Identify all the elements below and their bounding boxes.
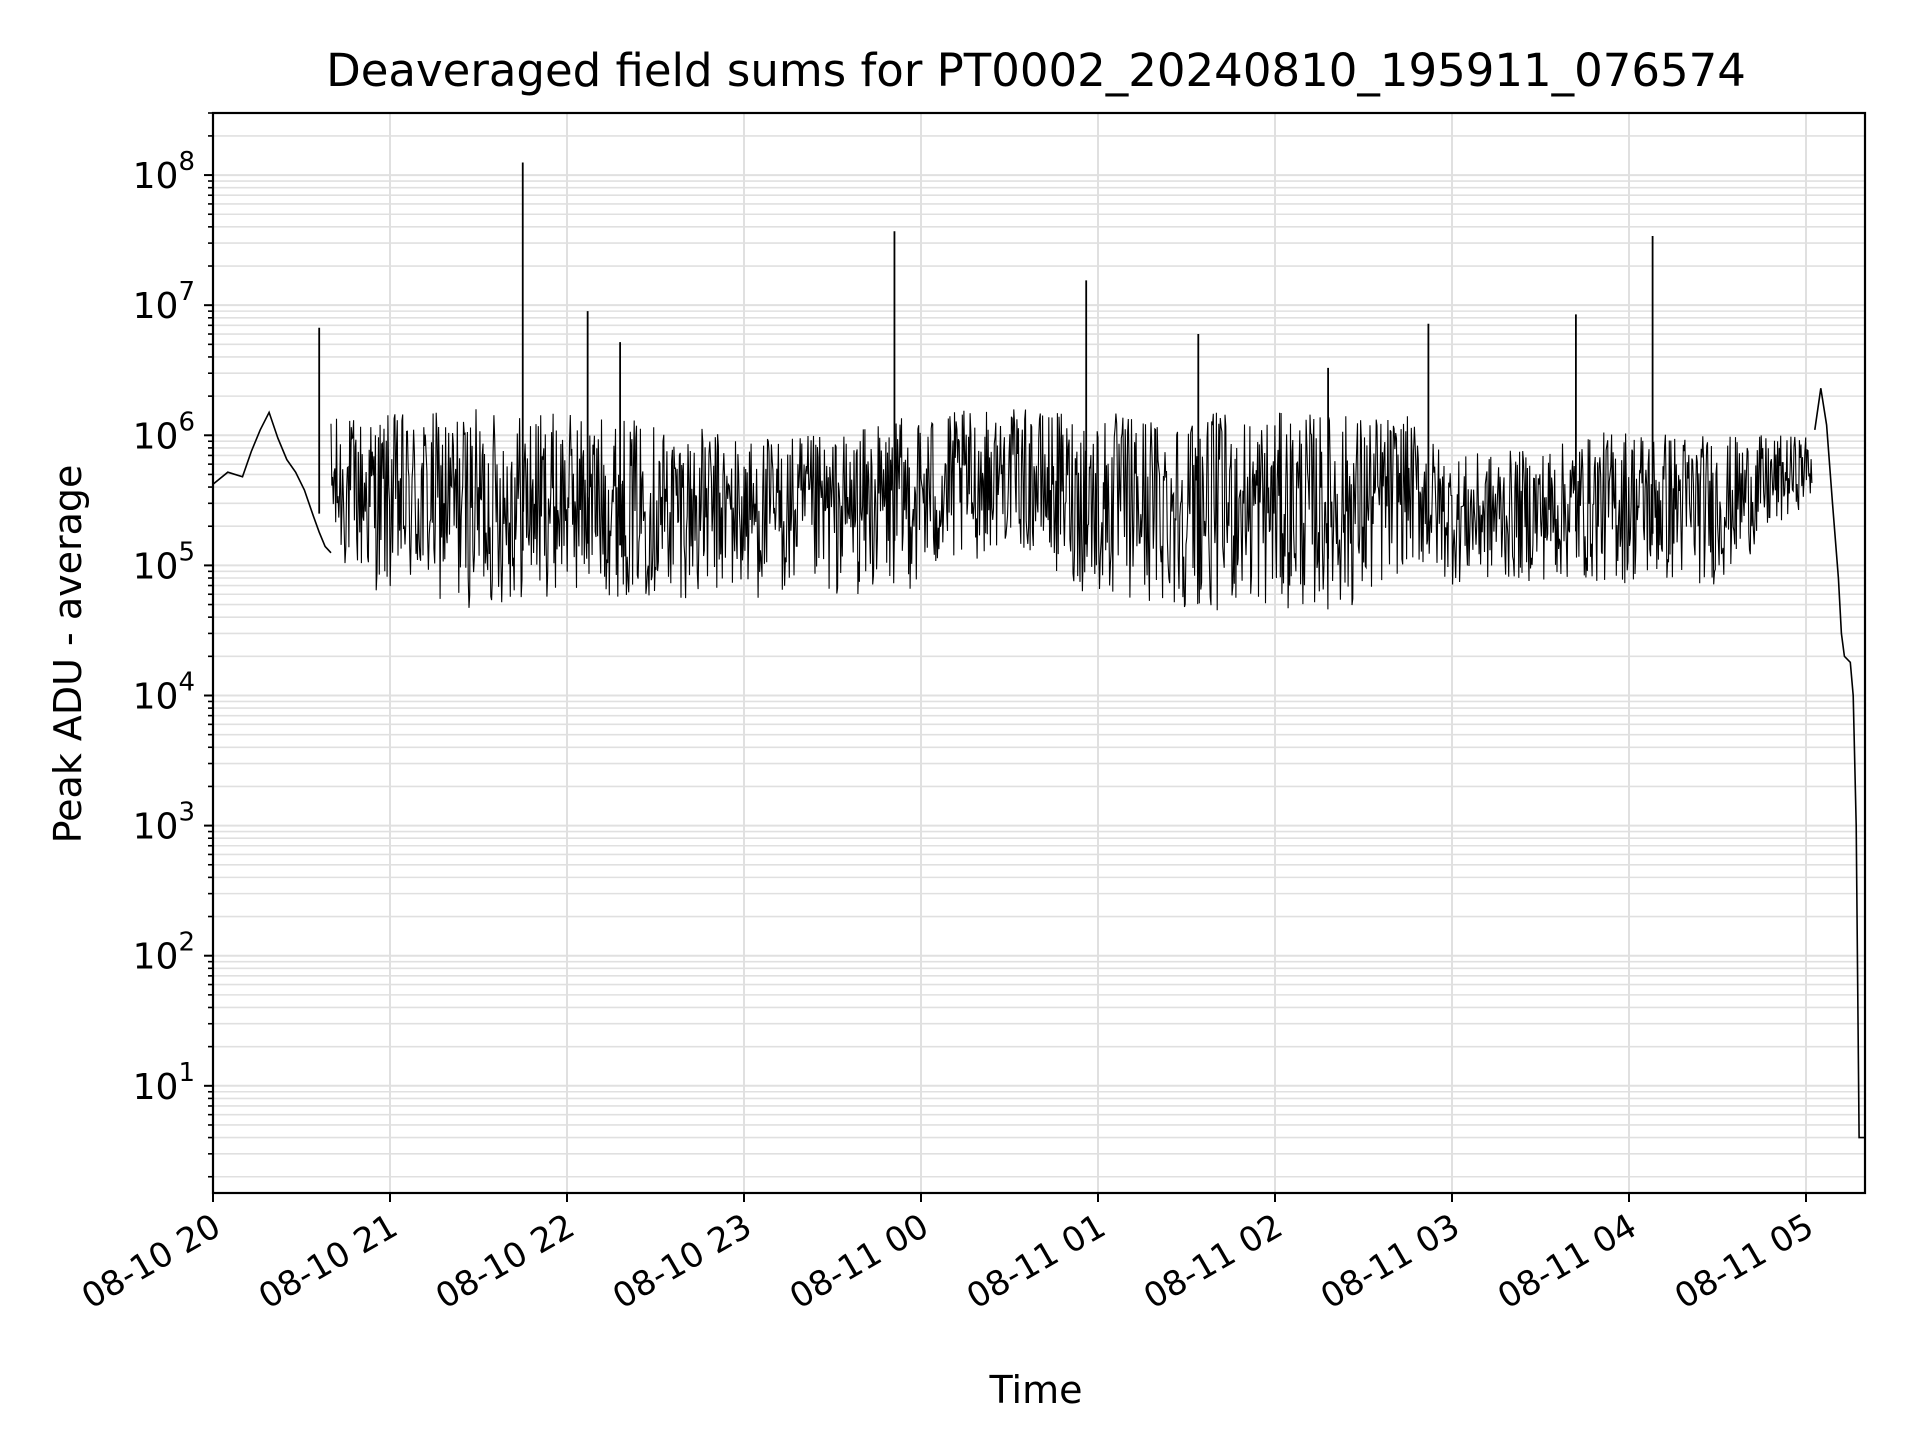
chart-title: Deaveraged field sums for PT0002_2024081… [326, 44, 1746, 97]
y-axis-label: Peak ADU - average [46, 465, 90, 844]
y-tick-label: 102 [133, 928, 195, 978]
data-series [212, 162, 1865, 1139]
y-tick-label: 104 [133, 667, 195, 717]
y-tick-label: 108 [133, 147, 195, 197]
y-tick-label: 106 [133, 407, 195, 457]
y-tick-label: 107 [133, 277, 195, 327]
y-tick-label: 103 [133, 798, 195, 848]
x-axis-label: Time [989, 1368, 1083, 1412]
series-line-band [330, 409, 1813, 611]
plot-frame [211, 111, 1867, 1195]
y-tick-label: 105 [133, 537, 195, 587]
series-line-end [1814, 388, 1865, 1139]
y-tick-label: 101 [133, 1058, 195, 1108]
series-line-start [212, 410, 332, 554]
